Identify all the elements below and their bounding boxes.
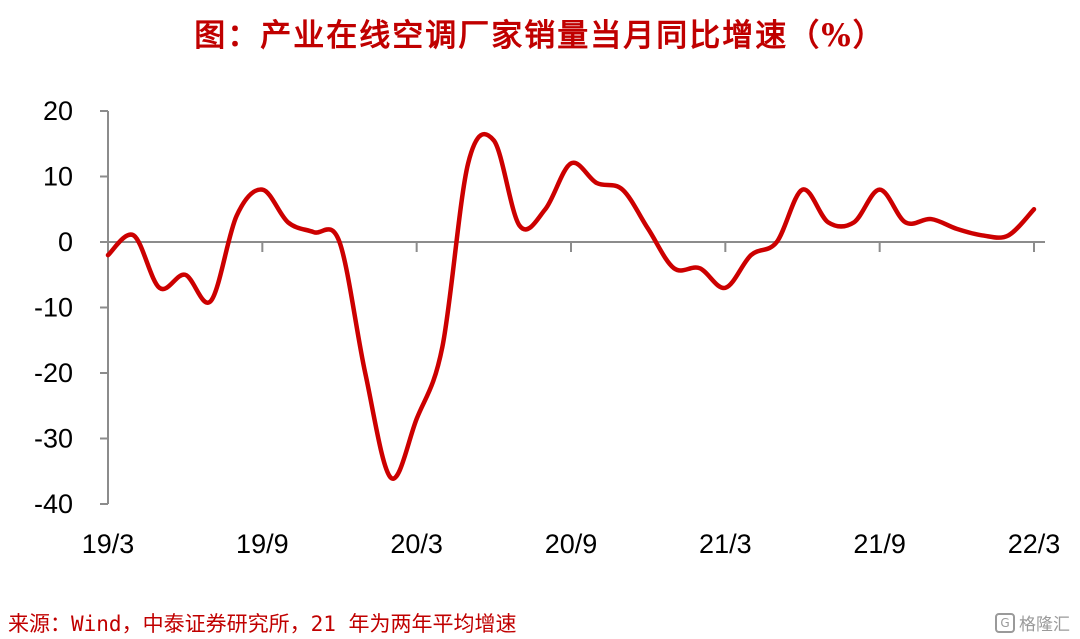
data-point (312, 230, 316, 234)
x-axis: 19/3 19/9 20/3 20/9 21/3 21/9 22/3 (82, 242, 1061, 559)
data-point (518, 224, 522, 228)
data-point (132, 233, 136, 237)
y-tick-label: -20 (34, 358, 73, 388)
x-tick-label: 19/3 (82, 529, 135, 559)
y-tick-label: -10 (34, 293, 73, 323)
data-point (620, 188, 624, 192)
source-note: 来源：Wind，中泰证券研究所，21 年为两年平均增速 (8, 612, 517, 636)
data-point (1032, 207, 1036, 211)
x-tick-label: 21/9 (853, 529, 906, 559)
data-point (157, 286, 161, 290)
data-point (749, 253, 753, 257)
y-tick-label: 10 (43, 162, 73, 192)
data-point (775, 240, 779, 244)
y-tick-label: 0 (58, 227, 73, 257)
x-tick-label: 22/3 (1008, 529, 1061, 559)
x-tick-label: 20/3 (390, 529, 443, 559)
data-point (415, 417, 419, 421)
data-point (569, 161, 573, 165)
data-point (338, 240, 342, 244)
data-point (801, 188, 805, 192)
x-tick-label: 20/9 (545, 529, 598, 559)
series-group (105, 131, 1037, 481)
y-tick-label: -40 (34, 489, 73, 519)
data-point (826, 220, 830, 224)
data-point (543, 207, 547, 211)
data-point (646, 227, 650, 231)
data-point (672, 266, 676, 270)
data-point (260, 188, 264, 192)
x-tick-label: 19/9 (236, 529, 289, 559)
data-point (183, 273, 187, 277)
y-axis: 20 10 0 -10 -20 -30 -40 (34, 96, 108, 519)
data-point (466, 161, 470, 165)
data-point (595, 181, 599, 185)
chart-title: 图：产业在线空调厂家销量当月同比增速（%） (194, 18, 886, 54)
data-point (903, 220, 907, 224)
x-tick-label: 21/3 (699, 529, 752, 559)
data-point (929, 217, 933, 221)
data-point (981, 233, 985, 237)
data-point (492, 138, 496, 142)
data-point (106, 253, 110, 257)
data-point (389, 476, 393, 480)
axes-lines (107, 111, 1045, 504)
data-point (1006, 233, 1010, 237)
data-point (723, 286, 727, 290)
data-point (286, 220, 290, 224)
y-tick-label: -30 (34, 424, 73, 454)
watermark: G 格隆汇 (995, 610, 1070, 635)
watermark-text: 格隆汇 (1019, 615, 1070, 635)
data-point (698, 266, 702, 270)
data-point (440, 345, 444, 349)
line-chart: 20 10 0 -10 -20 -30 -40 19/3 19/9 20/3 20/9 21/3 21… (34, 96, 1061, 559)
gelonghui-logo-icon: G (995, 612, 1015, 633)
data-point (955, 227, 959, 231)
data-point (363, 371, 367, 375)
data-point (235, 214, 239, 218)
series-line (105, 131, 1037, 481)
y-tick-label: 20 (43, 96, 73, 126)
data-point (209, 299, 213, 303)
data-point (878, 188, 882, 192)
data-point (852, 220, 856, 224)
